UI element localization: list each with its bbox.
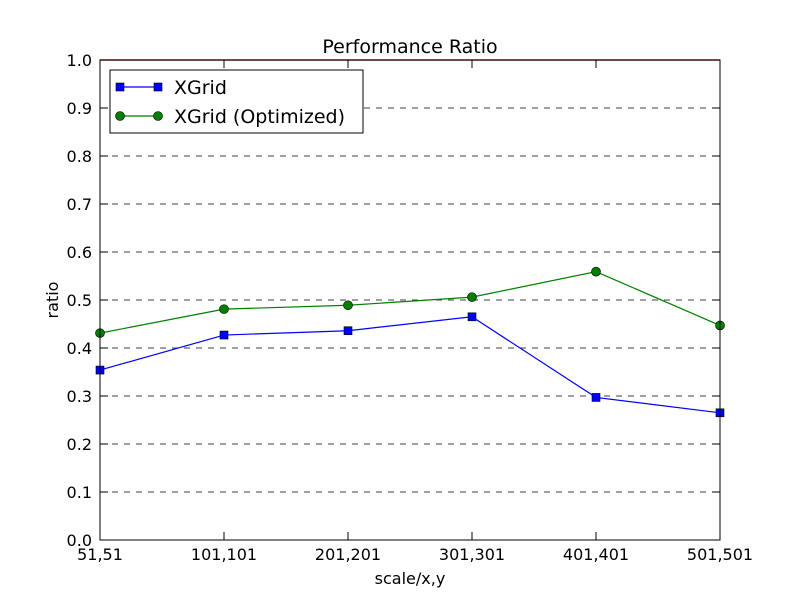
data-point-square <box>219 330 229 340</box>
data-point-square <box>591 393 601 402</box>
y-axis-label: ratio <box>43 282 62 319</box>
y-tick-label: 0.5 <box>67 291 92 310</box>
legend-label: XGrid (Optimized) <box>174 106 345 128</box>
legend-marker-circle <box>153 111 163 121</box>
x-tick-label: 501,501 <box>687 545 753 564</box>
legend-box <box>109 69 364 134</box>
series-line <box>99 271 721 334</box>
y-tick-label: 0.9 <box>67 99 92 118</box>
series-line <box>99 316 721 414</box>
y-tick-label: 1.0 <box>67 51 92 70</box>
y-tick-label: 0.4 <box>67 339 92 358</box>
y-tick-label: 0.2 <box>67 435 92 454</box>
x-tick-label: 51,51 <box>77 545 123 564</box>
x-tick-label: 401,401 <box>563 545 629 564</box>
y-tick-label: 0.7 <box>67 195 92 214</box>
grid-lines <box>100 107 720 493</box>
chart-title: Performance Ratio <box>322 36 497 58</box>
legend: XGrid XGrid (Optimized) <box>109 69 364 134</box>
x-tick-label: 201,201 <box>315 545 381 564</box>
data-point-circle <box>343 300 353 311</box>
legend-marker-circle <box>115 111 125 121</box>
data-point-circle <box>467 292 477 302</box>
y-tick-label: 0.3 <box>67 387 92 406</box>
data-point-circle <box>219 304 229 314</box>
y-tick-label: 0.8 <box>67 147 92 166</box>
data-point-square <box>467 312 477 322</box>
data-point-square <box>343 326 353 336</box>
y-tick-label: 0.1 <box>67 483 92 502</box>
x-tick-label: 101,101 <box>191 545 257 564</box>
data-point-circle <box>591 266 601 277</box>
legend-marker-square <box>115 82 125 92</box>
legend-marker-square <box>153 82 163 92</box>
y-tick-label: 0.0 <box>67 531 92 550</box>
legend-label: XGrid <box>174 77 227 99</box>
y-tick-label: 0.6 <box>67 243 92 262</box>
x-tick-label: 301,301 <box>439 545 505 564</box>
x-axis-label: scale/x,y <box>375 569 446 588</box>
axis-ticks: 0.0 0.1 0.2 0.3 0.4 0.5 0.6 0.7 0.8 0.9 1.0 51,51 10… <box>67 51 754 564</box>
